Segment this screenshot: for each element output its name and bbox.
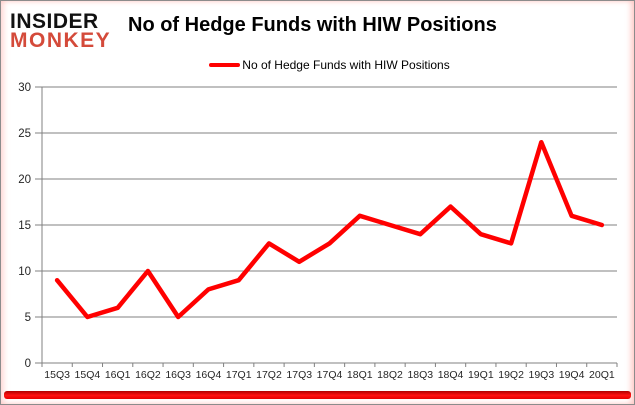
x-tick-label: 17Q3 [286, 369, 312, 381]
x-tick-label: 20Q1 [589, 369, 615, 381]
x-tick-label: 15Q3 [44, 369, 70, 381]
insider-monkey-logo: INSIDER MONKEY [10, 10, 112, 53]
x-tick-label: 16Q3 [165, 369, 191, 381]
legend-line-icon [209, 63, 241, 67]
x-tick-label: 19Q1 [468, 369, 494, 381]
x-tick-label: 17Q2 [256, 369, 282, 381]
page-title: No of Hedge Funds with HIW Positions [128, 14, 497, 36]
y-tick-label: 15 [18, 220, 31, 232]
x-tick-label: 16Q4 [196, 369, 222, 381]
x-tick-label: 18Q1 [347, 369, 373, 381]
x-tick-label: 18Q2 [377, 369, 403, 381]
x-tick-label: 18Q4 [438, 369, 464, 381]
bottom-red-bar [4, 391, 631, 399]
x-tick-label: 16Q2 [135, 369, 161, 381]
series-line [54, 139, 605, 320]
x-tick-label: 19Q2 [498, 369, 524, 381]
y-tick-label: 0 [25, 358, 31, 370]
x-tick-label: 19Q4 [559, 369, 585, 381]
legend: No of Hedge Funds with HIW Positions [42, 58, 617, 72]
x-tick-label: 19Q3 [528, 369, 554, 381]
x-tick-label: 15Q4 [75, 369, 101, 381]
x-tick-label: 17Q1 [226, 369, 252, 381]
logo-text-insider: INSIDER [10, 10, 99, 33]
y-tick-label: 5 [25, 312, 31, 324]
y-tick-label: 10 [18, 266, 31, 278]
y-tick-label: 20 [18, 174, 31, 186]
x-tick-label: 18Q3 [407, 369, 433, 381]
y-tick-label: 25 [18, 128, 31, 140]
y-tick-label: 30 [18, 82, 31, 94]
logo-text-monkey: MONKEY [10, 29, 112, 53]
legend-label: No of Hedge Funds with HIW Positions [242, 58, 450, 72]
x-tick-label: 17Q4 [317, 369, 343, 381]
x-tick-label: 16Q1 [105, 369, 131, 381]
